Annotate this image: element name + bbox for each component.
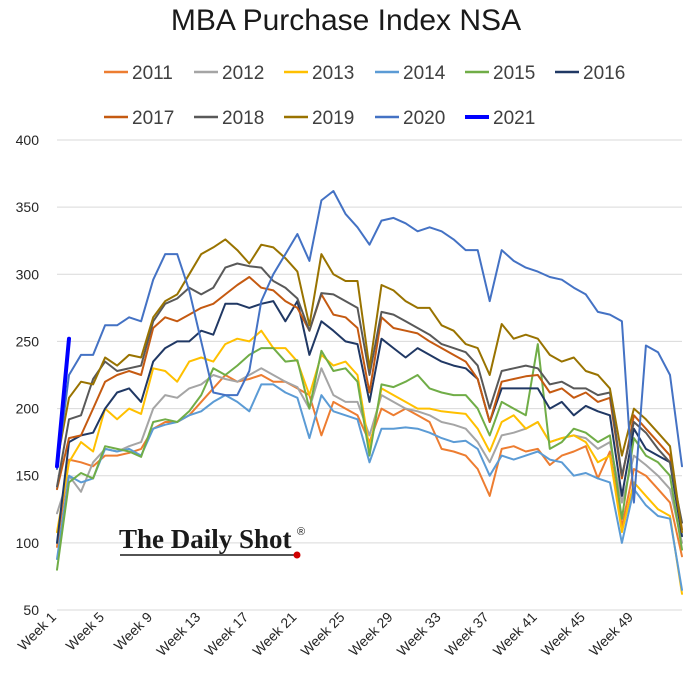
x-tick-label: Week 41	[490, 609, 540, 659]
series-line-2016	[56, 300, 683, 544]
y-tick-label: 400	[16, 132, 40, 148]
series-line-2015	[56, 343, 683, 571]
y-tick-label: 250	[16, 333, 40, 349]
x-tick-label: Week 17	[201, 609, 251, 659]
series-line-2012	[56, 367, 683, 544]
legend-label: 2021	[493, 108, 535, 129]
y-tick-label: 300	[16, 266, 40, 282]
watermark-registered-mark: ®	[297, 526, 305, 538]
watermark-text: The Daily Shot	[119, 524, 292, 554]
x-tick-label: Week 9	[111, 609, 156, 654]
series-line-2011	[56, 374, 683, 558]
x-tick-label: Week 21	[249, 609, 299, 659]
series-line-2013	[56, 329, 683, 595]
x-tick-label: Week 49	[586, 609, 636, 659]
legend-label: 2020	[403, 108, 445, 129]
y-tick-label: 150	[16, 468, 40, 484]
y-tick-label: 350	[16, 199, 40, 215]
watermark-dot	[293, 551, 301, 559]
legend-label: 2011	[132, 63, 173, 84]
series-line-2021	[55, 336, 71, 469]
legend-label: 2017	[132, 108, 174, 129]
x-tick-label: Week 5	[62, 609, 107, 654]
y-tick-label: 200	[16, 401, 40, 417]
y-axis: 50 100 150 200 250 300 350 400	[16, 132, 40, 618]
y-tick-label: 100	[16, 535, 40, 551]
legend-label: 2012	[222, 63, 264, 84]
legend-label: 2019	[312, 108, 354, 129]
x-tick-label: Week 37	[442, 609, 492, 659]
legend-label: 2018	[222, 108, 264, 129]
legend: 2011 2012 2013 2014 2015 2016 2017 2018 2019 2020…	[104, 63, 625, 129]
chart-title: MBA Purchase Index NSA	[171, 4, 521, 37]
x-tick-label: Week 25	[297, 609, 347, 659]
series-line-2020	[56, 190, 683, 504]
series-group	[55, 190, 683, 595]
legend-label: 2015	[493, 63, 535, 84]
series-line-2018	[56, 262, 683, 524]
series-line-2017	[56, 276, 683, 531]
x-tick-label: Week 45	[538, 609, 588, 659]
x-tick-label: Week 13	[153, 609, 203, 659]
series-line-2014	[56, 383, 683, 591]
watermark: The Daily Shot ®	[119, 524, 305, 559]
legend-label: 2013	[312, 63, 354, 84]
legend-label: 2014	[403, 63, 446, 84]
series-line-2019	[56, 238, 683, 534]
x-tick-label: Week 29	[345, 609, 395, 659]
y-tick-label: 50	[23, 602, 39, 618]
legend-label: 2016	[583, 63, 625, 84]
x-tick-label: Week 33	[394, 609, 444, 659]
